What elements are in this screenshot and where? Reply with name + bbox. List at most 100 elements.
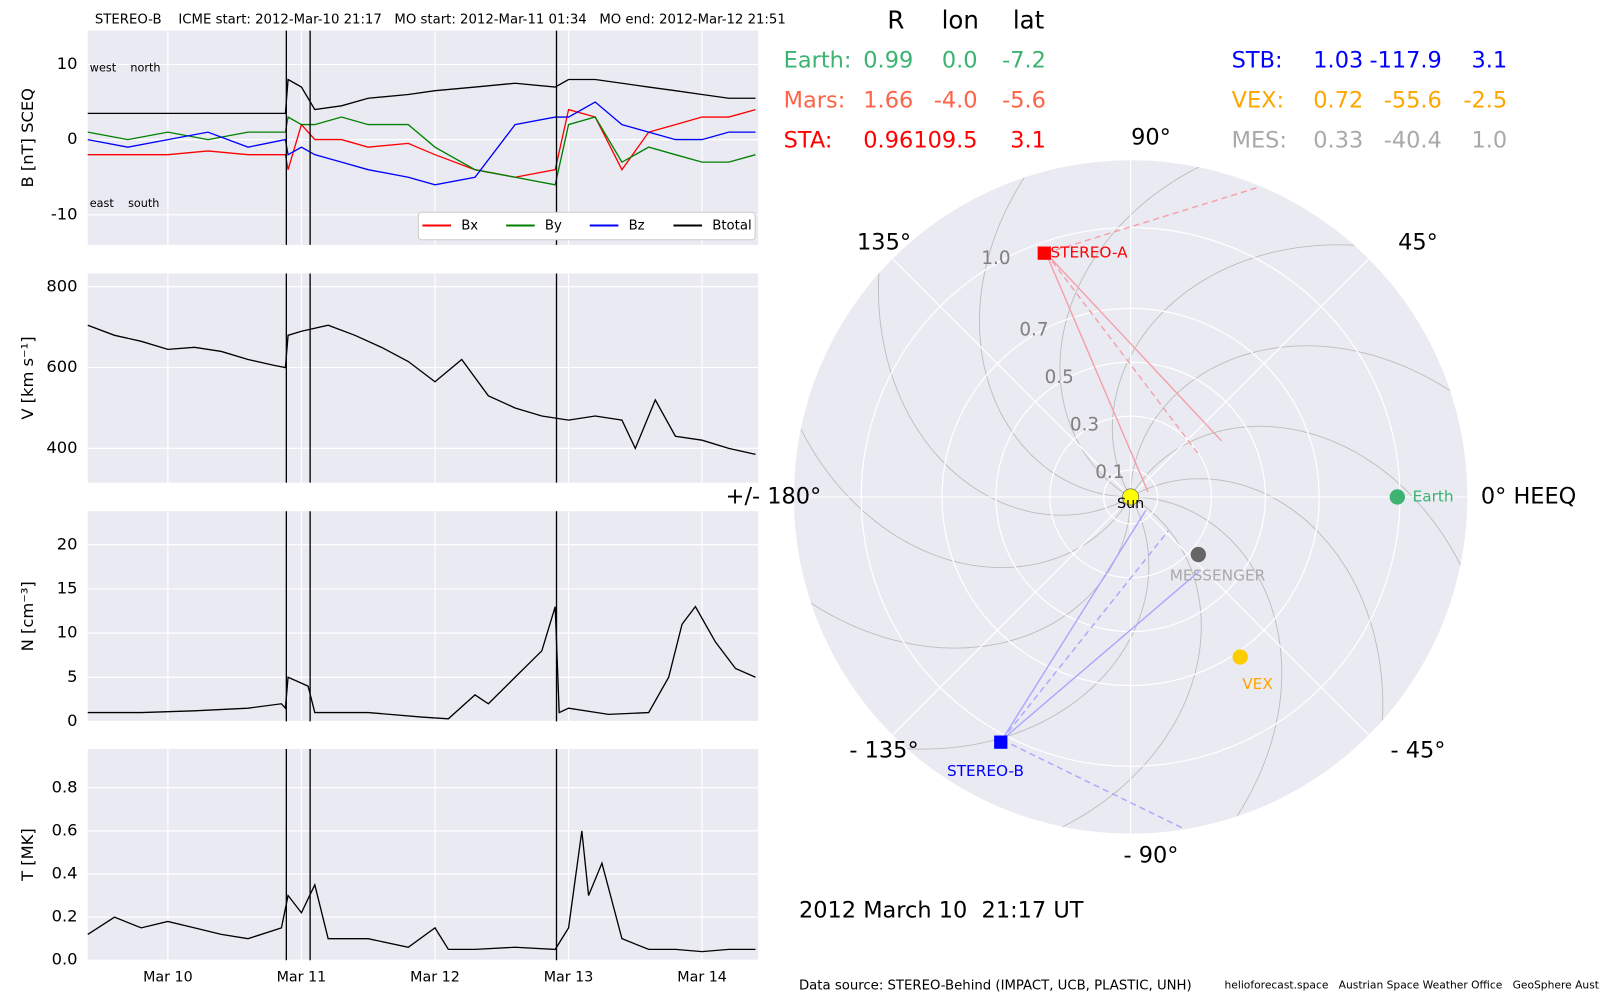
panel-background [87,273,759,483]
body-name: Mars: [784,88,846,114]
x-tick-label: Mar 10 [143,970,193,986]
data-source: Data source: STEREO-Behind (IMPACT, UCB,… [799,979,1192,994]
legend-box [417,211,756,241]
body-value: 0.96 [863,127,913,153]
legend-label: Btotal [712,219,751,234]
grid-spoke [892,496,1132,736]
grid-spoke [1130,258,1370,498]
body-value: 0.99 [863,48,913,74]
y-tick-label: 800 [46,276,77,295]
body-value: -4.0 [934,88,978,114]
body-value: -2.5 [1463,88,1507,114]
legend-label: By [545,219,562,234]
body-value: 109.5 [913,127,977,153]
body-marker [1232,649,1248,665]
sun [1122,488,1140,506]
body-marker [1190,546,1206,563]
body-value: 0.0 [942,48,978,74]
fov-line [1045,252,1201,457]
r-tick-label: 0.1 [1095,462,1124,483]
panel-background [87,748,759,961]
theta-tick-label: - 90° [1124,843,1179,869]
fov-line [1045,186,1261,254]
body-name: STA: [784,127,833,153]
data-line [87,116,756,186]
column-header: lon [942,5,979,34]
body-value: 3.1 [1471,48,1507,74]
y-tick-label: 600 [46,357,77,376]
y-tick-label: 0.6 [52,820,78,839]
y-tick-label: 0.0 [52,950,78,969]
fov-line [1001,570,1200,741]
parker-spiral [793,192,1132,569]
body-value: -117.9 [1369,48,1441,74]
column-header: R [887,5,904,34]
sun-label: Sun [1117,496,1144,512]
y-tick-label: 0 [67,129,77,148]
annotation: west north [90,61,161,74]
column-header: lat [1013,5,1045,34]
body-marker [1389,489,1405,505]
body-label: VEX [1242,675,1273,693]
y-tick-label: 20 [57,534,78,553]
r-tick-label: 1.0 [981,248,1010,269]
body-marker [994,735,1008,749]
body-value: 1.66 [863,88,913,114]
back-layer [87,30,1468,961]
y-axis-label: T [MK] [18,828,37,882]
y-tick-label: 5 [67,667,77,686]
parker-spiral [793,412,1132,649]
fov-line [1001,739,1184,830]
data-line [87,101,756,186]
legend-label: Bz [629,219,645,234]
fov-line [1045,252,1149,493]
r-tick-label: 0.3 [1070,415,1099,436]
theta-tick-label: 45° [1398,229,1438,255]
y-tick-label: 0.8 [52,777,78,796]
theta-tick-label: 0° HEEQ [1481,483,1577,509]
timestamp: 2012 March 10 21:17 UT [799,898,1084,924]
panel-title: STEREO-B ICME start: 2012-Mar-10 21:17 M… [95,12,786,27]
y-tick-label: 15 [57,578,78,597]
grid-spoke [1130,496,1370,736]
grid-spoke [892,258,1132,498]
annotation: east south [90,197,160,210]
x-tick-label: Mar 13 [544,970,594,986]
y-tick-label: 0.2 [52,907,78,926]
body-value: 0.72 [1313,88,1363,114]
body-label: STEREO-A [1050,244,1128,262]
fov-line [1001,509,1147,741]
parker-spiral [1059,160,1436,498]
theta-tick-label: 135° [857,229,911,255]
r-tick-label: 0.7 [1019,319,1048,340]
fov-lines [1001,186,1261,830]
fov-line [1045,252,1222,442]
y-tick-label: 10 [57,623,78,642]
parker-spiral [979,160,1215,498]
y-tick-label: 10 [57,54,78,73]
parker-spiral [1130,425,1468,802]
data-line [87,605,756,720]
y-tick-label: 0.4 [52,863,78,882]
y-tick-label: 0 [67,711,77,730]
body-value: 0.33 [1313,127,1363,153]
body-value: -7.2 [1002,48,1046,74]
body-name: Earth: [784,48,852,74]
data-line [87,830,756,953]
y-tick-label: -10 [51,204,78,223]
legend-label: Bx [461,219,478,234]
body-value: -5.6 [1002,88,1046,114]
fov-line [1001,530,1169,741]
x-tick-label: Mar 11 [277,970,327,986]
y-axis-label: B [nT] SCEQ [18,88,37,187]
body-name: MES: [1232,127,1287,153]
body-name: STB: [1232,48,1283,74]
credits: helioforecast.space Austrian Space Weath… [1224,979,1600,992]
x-tick-label: Mar 12 [410,970,460,986]
data-line [87,324,756,456]
theta-tick-label: - 45° [1390,737,1445,763]
body-value: 1.0 [1471,127,1507,153]
body-value: 3.1 [1010,127,1046,153]
